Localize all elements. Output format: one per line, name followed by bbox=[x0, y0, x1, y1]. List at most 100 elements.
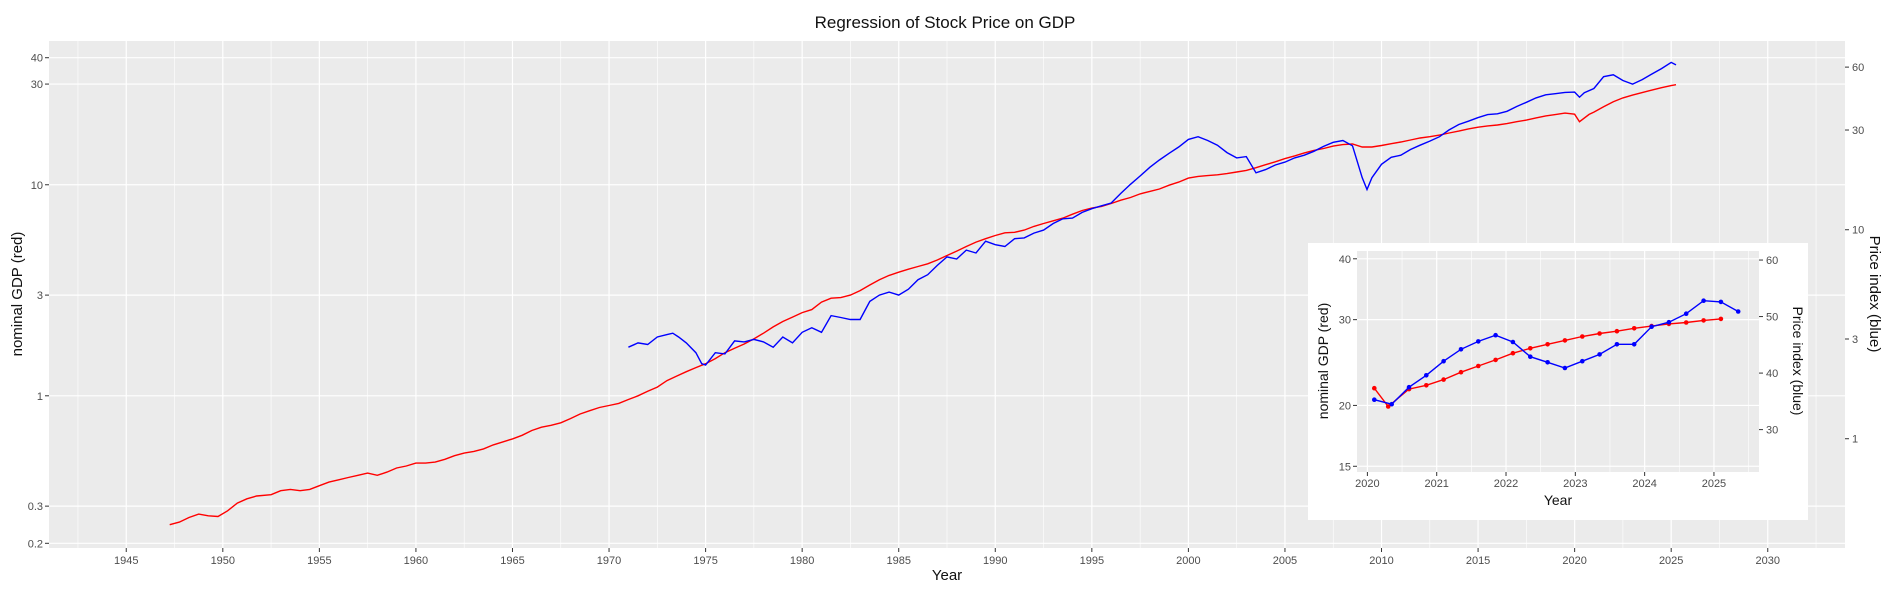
inset-price-point bbox=[1458, 347, 1464, 352]
y-right-tick-label: 60 bbox=[1852, 62, 1864, 74]
inset-gdp-point bbox=[1441, 377, 1446, 382]
y-right-tick-label: 3 bbox=[1852, 334, 1858, 346]
inset-gdp-point bbox=[1545, 342, 1550, 347]
inset-y-right-tick-label: 60 bbox=[1766, 255, 1778, 267]
inset-price-point bbox=[1631, 342, 1637, 347]
inset-price-point bbox=[1510, 339, 1516, 345]
inset-price-point bbox=[1718, 299, 1724, 305]
inset-price-series-line bbox=[1374, 299, 1739, 405]
gdp-series-line bbox=[169, 84, 1677, 526]
main-y-axis-left-title: nominal GDP (red) bbox=[9, 232, 26, 357]
inset-x-tick-label: 2025 bbox=[1702, 478, 1726, 490]
x-tick-label: 1985 bbox=[886, 555, 910, 567]
inset-gdp-point bbox=[1528, 346, 1533, 351]
y-right-tick-label: 30 bbox=[1852, 125, 1864, 137]
inset-price-point bbox=[1441, 358, 1446, 364]
x-tick-label: 1950 bbox=[211, 555, 235, 567]
main-x-axis-title: Year bbox=[932, 567, 962, 584]
inset-y-left-tick-label: 15 bbox=[1339, 461, 1351, 473]
x-tick-label: 2015 bbox=[1466, 555, 1490, 567]
inset-price-point bbox=[1562, 365, 1568, 371]
price-series-line bbox=[628, 61, 1677, 366]
inset-price-point bbox=[1580, 358, 1585, 364]
inset-price-point bbox=[1649, 324, 1654, 330]
inset-x-tick-label: 2024 bbox=[1632, 478, 1656, 490]
inset-price-point bbox=[1666, 319, 1672, 325]
x-tick-label: 1990 bbox=[983, 555, 1007, 567]
x-tick-label: 2010 bbox=[1369, 555, 1393, 567]
inset-x-tick-label: 2023 bbox=[1563, 478, 1587, 490]
y-right-tick-label: 10 bbox=[1852, 225, 1864, 237]
inset-x-axis-ticks: 2020 2021 2022 2023 2024 2025 bbox=[1355, 472, 1726, 490]
inset-price-point bbox=[1424, 373, 1429, 378]
inset-gdp-point bbox=[1614, 328, 1620, 334]
y-left-tick-label: 0.2 bbox=[28, 538, 43, 550]
main-y-axis-right-title: Price index (blue) bbox=[1866, 236, 1883, 353]
inset-gdp-point bbox=[1718, 316, 1724, 322]
chart-title: Regression of Stock Price on GDP bbox=[815, 13, 1076, 32]
inset-gdp-point bbox=[1493, 357, 1498, 363]
inset-gdp-point bbox=[1372, 385, 1377, 391]
inset-x-tick-label: 2022 bbox=[1494, 478, 1518, 490]
inset-x-tick-label: 2020 bbox=[1355, 478, 1379, 490]
inset-gdp-point bbox=[1424, 383, 1429, 388]
inset-y-left-tick-label: 20 bbox=[1339, 400, 1351, 412]
x-tick-label: 1995 bbox=[1080, 555, 1104, 567]
inset-y-right-tick-label: 30 bbox=[1766, 425, 1778, 437]
x-tick-label: 2005 bbox=[1273, 555, 1297, 567]
x-tick-label: 1960 bbox=[404, 555, 428, 567]
inset-gdp-point bbox=[1476, 363, 1481, 369]
inset-plot-panel bbox=[1357, 251, 1759, 472]
main-y-axis-right-ticks: 1 3 10 30 60 bbox=[1845, 62, 1864, 446]
y-left-tick-label: 10 bbox=[31, 180, 43, 192]
x-tick-label: 1975 bbox=[693, 555, 717, 567]
inset-gdp-point bbox=[1683, 320, 1689, 325]
inset-price-point bbox=[1701, 298, 1706, 304]
x-tick-label: 1970 bbox=[597, 555, 621, 567]
inset-y-axis-right-title: Price index (blue) bbox=[1790, 307, 1806, 416]
inset-gdp-point bbox=[1458, 369, 1464, 375]
inset-gdp-point bbox=[1597, 331, 1602, 336]
y-right-tick-label: 1 bbox=[1852, 434, 1858, 446]
inset-series-lines bbox=[1372, 298, 1741, 409]
inset-gridlines bbox=[1357, 251, 1759, 472]
inset-price-point bbox=[1597, 352, 1602, 357]
inset-price-point bbox=[1614, 342, 1620, 347]
x-tick-label: 1965 bbox=[500, 555, 524, 567]
y-left-tick-label: 30 bbox=[31, 79, 43, 91]
inset-price-point bbox=[1528, 354, 1533, 360]
x-tick-label: 1955 bbox=[307, 555, 331, 567]
inset-gdp-point bbox=[1562, 338, 1568, 343]
main-series-lines bbox=[169, 61, 1677, 526]
inset-price-point bbox=[1735, 309, 1741, 314]
inset-price-point bbox=[1545, 360, 1550, 365]
inset-gdp-point bbox=[1631, 326, 1637, 331]
inset-price-point bbox=[1493, 332, 1498, 338]
inset-y-axis-left-ticks: 15 20 30 40 bbox=[1339, 254, 1357, 473]
x-tick-label: 1980 bbox=[790, 555, 814, 567]
inset-x-axis-title: Year bbox=[1544, 492, 1573, 508]
x-tick-label: 2000 bbox=[1176, 555, 1200, 567]
y-left-tick-label: 0.3 bbox=[28, 501, 43, 513]
y-left-tick-label: 3 bbox=[37, 290, 43, 302]
y-left-tick-label: 1 bbox=[37, 391, 43, 403]
inset-price-point bbox=[1372, 397, 1377, 403]
inset-price-point bbox=[1683, 311, 1689, 317]
inset-price-point bbox=[1476, 339, 1481, 344]
inset-price-point bbox=[1389, 401, 1394, 407]
inset-y-left-tick-label: 40 bbox=[1339, 254, 1351, 266]
x-tick-label: 2020 bbox=[1562, 555, 1586, 567]
inset-gdp-point bbox=[1510, 350, 1516, 356]
inset-y-axis-right-ticks: 30 40 50 60 bbox=[1759, 255, 1778, 437]
x-tick-label: 1945 bbox=[114, 555, 138, 567]
x-tick-label: 2025 bbox=[1659, 555, 1683, 567]
inset-x-tick-label: 2021 bbox=[1424, 478, 1448, 490]
main-y-axis-left-ticks: 0.2 0.3 1 3 10 30 40 bbox=[28, 53, 49, 550]
inset-y-left-tick-label: 30 bbox=[1339, 315, 1351, 327]
x-tick-label: 2030 bbox=[1756, 555, 1780, 567]
y-left-tick-label: 40 bbox=[31, 53, 43, 65]
main-x-axis-ticks: 1945 1950 1955 1960 1965 1970 1975 1980 1985 1990… bbox=[114, 548, 1780, 567]
inset-gdp-point bbox=[1385, 404, 1391, 409]
inset-price-point bbox=[1406, 384, 1412, 390]
